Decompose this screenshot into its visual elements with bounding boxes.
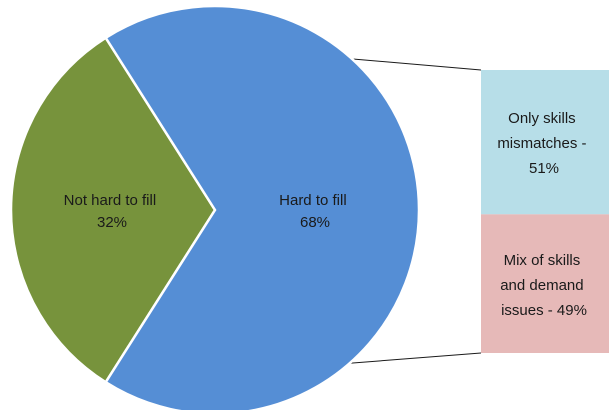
segment-label-line: and demand: [500, 277, 583, 294]
slice-value: 68%: [300, 214, 330, 231]
segment-label-line: Only skills: [508, 110, 576, 127]
segment-label-line: 51%: [529, 160, 559, 177]
segment-label-line: issues - 49%: [501, 302, 587, 319]
slice-name: Hard to fill: [279, 192, 347, 209]
pie-slice-hard-to-fill: [103, 4, 421, 410]
bar-segment-only-skills-mismatches: [481, 70, 609, 215]
bar-segment-mix-of-skills-and-demand: [481, 214, 609, 353]
segment-label-mix-of-skills-and-demand: Mix of skills and demand issues - 49%: [500, 252, 588, 319]
segment-label-only-skills-mismatches: Only skills mismatches - 51%: [497, 110, 590, 177]
segment-label-line: Mix of skills: [504, 252, 581, 269]
slice-value: 32%: [97, 214, 127, 231]
slice-name: Not hard to fill: [64, 192, 157, 209]
pie-slice-not-hard-to-fill: [9, 36, 217, 384]
slice-label-not-hard-to-fill: Not hard to fill 32%: [64, 192, 161, 231]
slice-label-hard-to-fill: Hard to fill 68%: [279, 192, 351, 231]
segment-label-line: mismatches -: [497, 135, 586, 152]
